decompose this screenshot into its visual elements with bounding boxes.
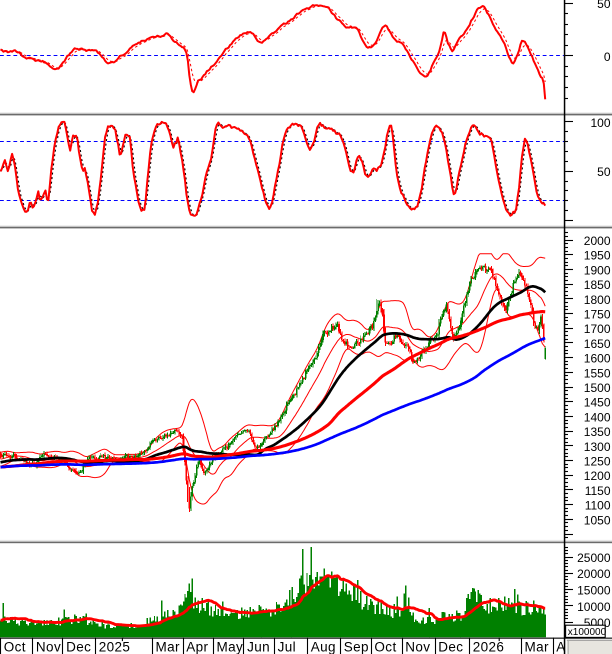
svg-text:1350: 1350 — [584, 425, 611, 439]
svg-text:2026: 2026 — [473, 640, 505, 654]
svg-text:2025: 2025 — [99, 640, 131, 654]
svg-text:25000: 25000 — [577, 551, 611, 565]
svg-text:Apr: Apr — [186, 640, 208, 654]
svg-text:Jun: Jun — [247, 640, 270, 654]
svg-text:1100: 1100 — [585, 499, 611, 513]
svg-text:1400: 1400 — [584, 410, 611, 424]
svg-text:50: 50 — [597, 165, 611, 179]
svg-text:15000: 15000 — [577, 584, 611, 598]
svg-text:Oct: Oct — [4, 640, 26, 654]
svg-text:1700: 1700 — [584, 322, 611, 336]
svg-text:20000: 20000 — [577, 567, 611, 581]
svg-text:Mar: Mar — [525, 640, 550, 654]
svg-text:1250: 1250 — [584, 455, 611, 469]
svg-text:Aug: Aug — [311, 640, 336, 654]
svg-text:1450: 1450 — [584, 396, 611, 410]
svg-text:May: May — [217, 640, 244, 654]
svg-text:1850: 1850 — [584, 278, 611, 292]
svg-text:Nov: Nov — [405, 640, 430, 654]
svg-text:1200: 1200 — [584, 469, 611, 483]
svg-text:1950: 1950 — [584, 249, 611, 263]
svg-text:2000: 2000 — [584, 234, 611, 248]
svg-text:Mar: Mar — [156, 640, 181, 654]
svg-text:Dec: Dec — [66, 640, 91, 654]
svg-text:100: 100 — [590, 116, 610, 130]
svg-text:1600: 1600 — [584, 352, 611, 366]
svg-text:1650: 1650 — [584, 337, 611, 351]
svg-text:0: 0 — [604, 50, 611, 64]
svg-text:Dec: Dec — [438, 640, 463, 654]
svg-text:1500: 1500 — [584, 381, 611, 395]
svg-text:A: A — [556, 640, 565, 654]
svg-text:x100000: x100000 — [568, 627, 607, 638]
svg-text:1550: 1550 — [584, 366, 611, 380]
svg-text:Oct: Oct — [374, 640, 396, 654]
svg-text:1900: 1900 — [584, 263, 611, 277]
svg-text:Jul: Jul — [278, 640, 296, 654]
svg-text:1050: 1050 — [584, 513, 611, 527]
svg-text:Nov: Nov — [36, 640, 61, 654]
svg-text:1750: 1750 — [584, 308, 611, 322]
svg-text:1800: 1800 — [584, 293, 611, 307]
svg-text:10000: 10000 — [577, 600, 611, 614]
svg-text:1300: 1300 — [584, 440, 611, 454]
svg-text:1150: 1150 — [585, 484, 611, 498]
svg-text:50: 50 — [597, 0, 611, 11]
svg-text:Sep: Sep — [344, 640, 369, 654]
